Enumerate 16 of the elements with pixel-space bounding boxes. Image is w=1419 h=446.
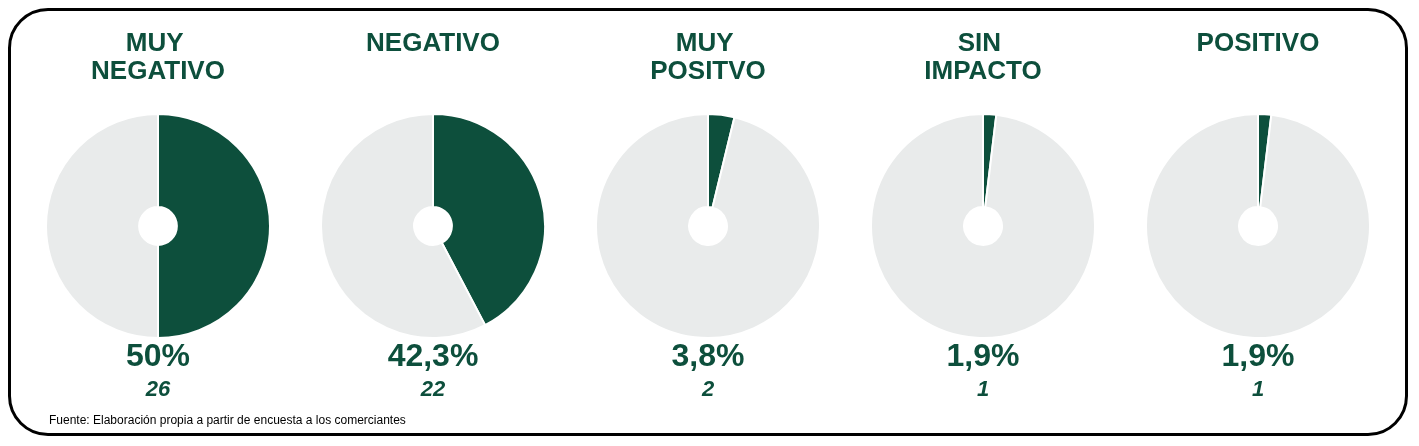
- chart-title: POSITIVO: [1196, 27, 1319, 57]
- text: 50%: [126, 337, 191, 373]
- chart-title: MUY NEGATIVO: [91, 27, 226, 85]
- text: 1: [976, 375, 989, 401]
- text: 2: [700, 375, 715, 401]
- chart-title: MUY POSITVO: [650, 27, 766, 85]
- source-note: Fuente: Elaboración propia a partir de encuesta a los comerciantes: [49, 413, 406, 427]
- text: 1: [1251, 375, 1264, 401]
- text: 22: [419, 375, 447, 401]
- text: 42,3%: [387, 337, 479, 373]
- text: 1,9%: [1221, 337, 1295, 373]
- chart-title: SIN IMPACTO: [924, 27, 1042, 85]
- text: 26: [145, 375, 172, 401]
- text: 3,8%: [671, 337, 745, 373]
- text: 1,9%: [946, 337, 1020, 373]
- chart-title: NEGATIVO: [366, 27, 501, 57]
